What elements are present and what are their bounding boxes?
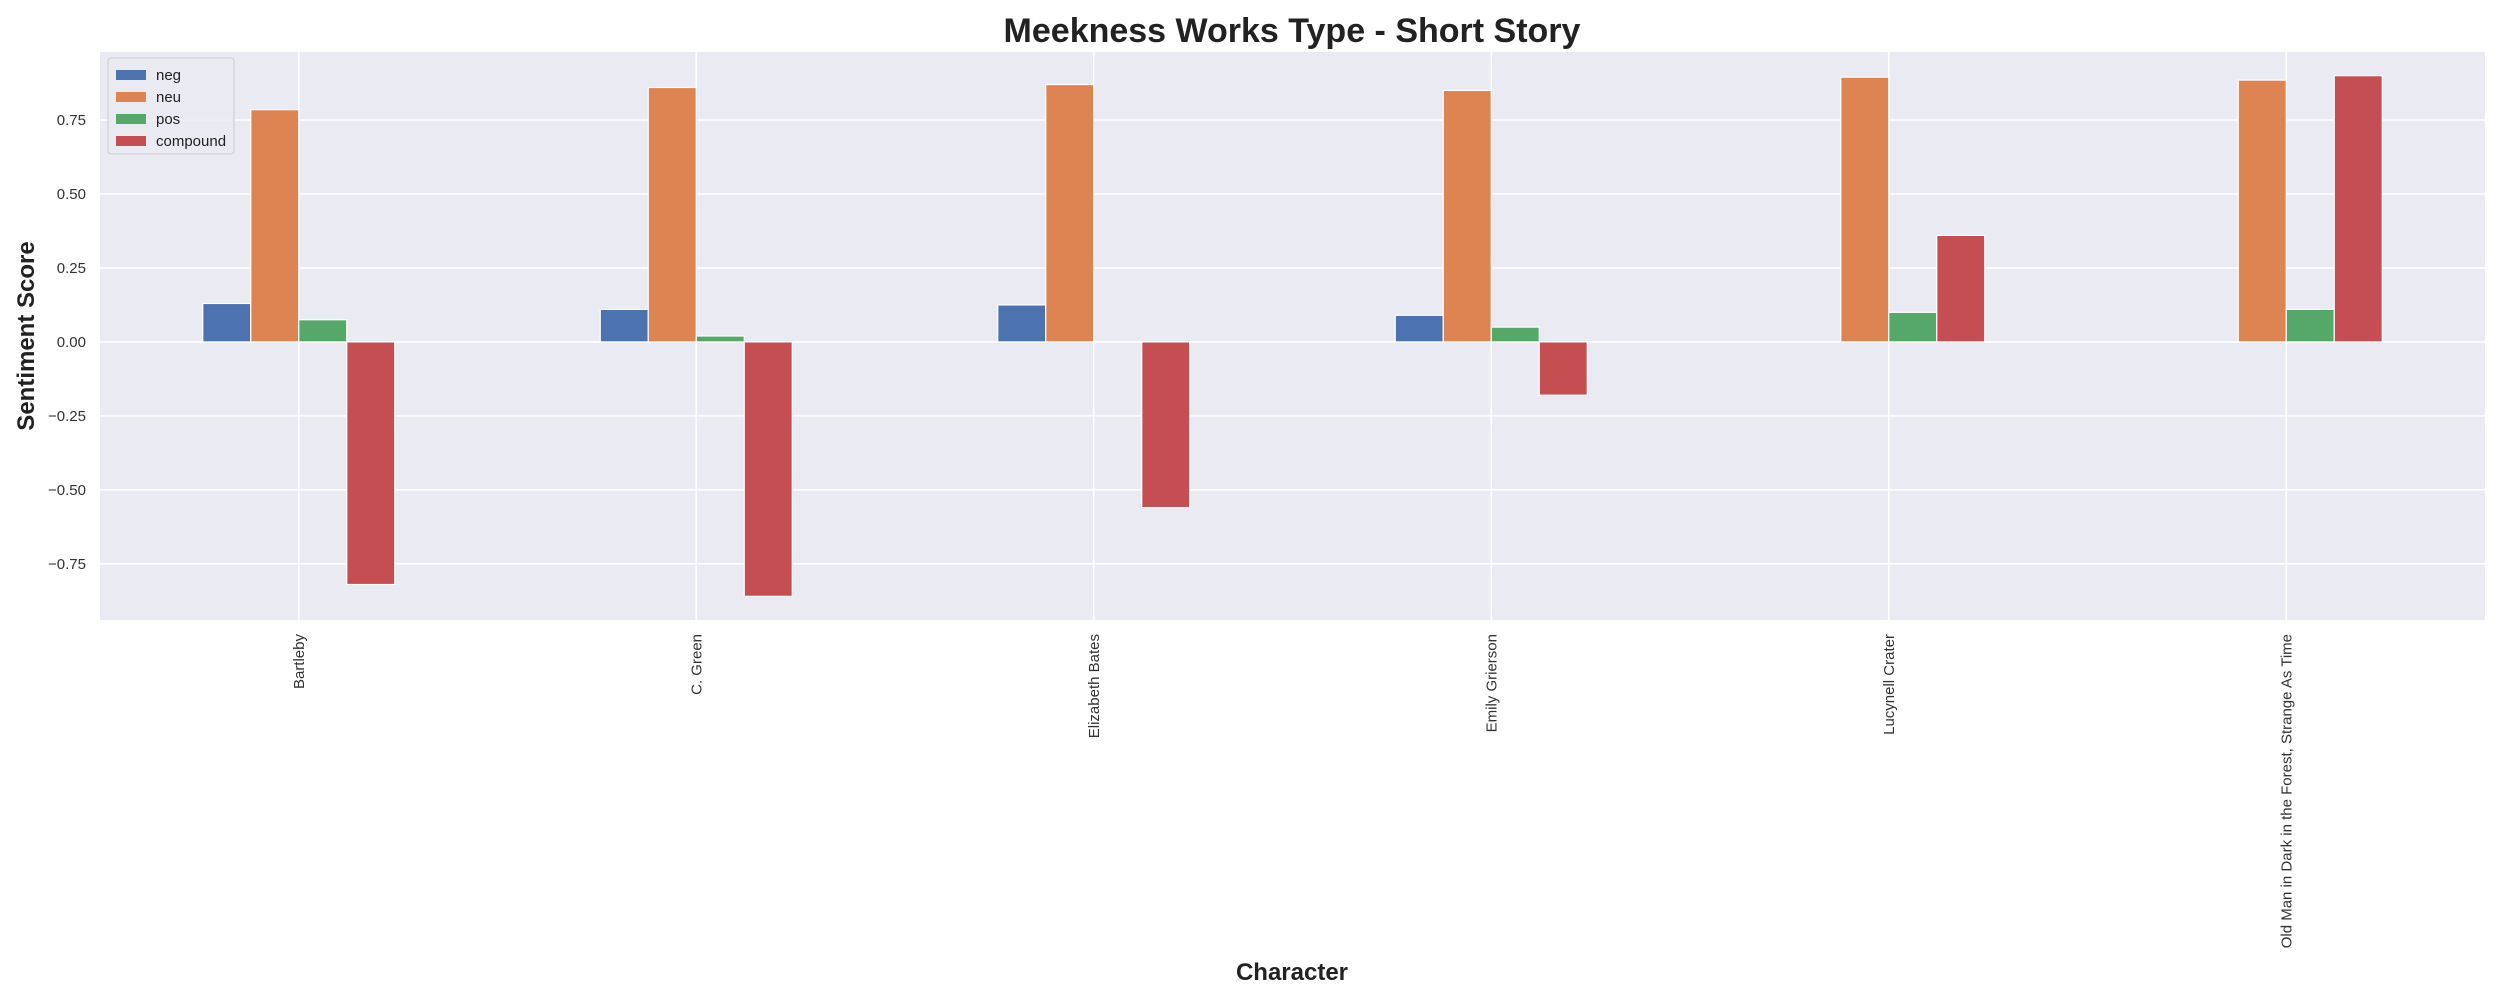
- y-tick-label: 0.75: [57, 112, 86, 129]
- legend-box: [107, 57, 235, 155]
- bar-neg-3: [1394, 314, 1444, 343]
- bar-compound-2: [1141, 341, 1191, 509]
- legend-label-compound: compound: [156, 133, 226, 150]
- bar-pos-4: [1888, 311, 1938, 343]
- legend-swatch-neg: [116, 70, 146, 80]
- plot-area: [100, 52, 2485, 620]
- bars-layer: [202, 75, 2383, 597]
- bar-neg-0: [202, 302, 252, 343]
- y-tick-label: 0.50: [57, 186, 86, 203]
- x-tick-label: Old Man in Dark in the Forest, Strange A…: [2278, 634, 2295, 948]
- bar-compound-1: [743, 341, 793, 597]
- legend-swatch-compound: [116, 136, 146, 146]
- bar-neu-1: [647, 86, 697, 343]
- bar-compound-0: [346, 341, 396, 586]
- legend-label-pos: pos: [156, 111, 180, 128]
- y-tick-label: 0.25: [57, 260, 86, 277]
- bar-neg-2: [997, 304, 1047, 343]
- y-axis: −0.75 −0.50 −0.25 0.00 0.25 0.50 0.75: [48, 112, 86, 573]
- x-tick-label: Emily Grierson: [1483, 634, 1500, 732]
- legend: neg neu pos compound: [107, 57, 235, 155]
- bar-neu-0: [250, 109, 300, 343]
- x-axis-label: Character: [1236, 959, 1348, 986]
- y-tick-label: 0.00: [57, 334, 86, 351]
- bar-pos-1: [695, 335, 745, 343]
- x-tick-label: Elizabeth Bates: [1086, 634, 1103, 738]
- legend-swatch-neu: [116, 92, 146, 102]
- bar-neg-1: [599, 308, 649, 343]
- bar-pos-3: [1490, 326, 1540, 343]
- y-axis-label: Sentiment Score: [13, 241, 40, 430]
- x-tick-label: C. Green: [688, 634, 705, 695]
- y-tick-label: −0.75: [48, 556, 86, 573]
- bar-pos-5: [2285, 308, 2335, 343]
- bar-pos-0: [298, 319, 348, 343]
- x-tick-label: Bartleby: [291, 634, 308, 690]
- bar-neu-4: [1840, 76, 1890, 343]
- y-tick-label: −0.25: [48, 408, 86, 425]
- x-tick-label: Lucynell Crater: [1881, 634, 1898, 735]
- bar-neu-5: [2237, 79, 2287, 343]
- bar-compound-3: [1538, 341, 1588, 396]
- legend-swatch-pos: [116, 114, 146, 124]
- bar-neu-2: [1045, 83, 1095, 343]
- bar-compound-4: [1936, 234, 1986, 343]
- bar-neu-3: [1442, 89, 1492, 343]
- legend-label-neu: neu: [156, 89, 181, 106]
- chart-title: Meekness Works Type - Short Story: [1004, 12, 1581, 50]
- x-axis: Bartleby C. Green Elizabeth Bates Emily Gri…: [291, 634, 2296, 949]
- bar-compound-5: [2333, 75, 2383, 343]
- y-tick-label: −0.50: [48, 482, 86, 499]
- legend-label-neg: neg: [156, 67, 181, 84]
